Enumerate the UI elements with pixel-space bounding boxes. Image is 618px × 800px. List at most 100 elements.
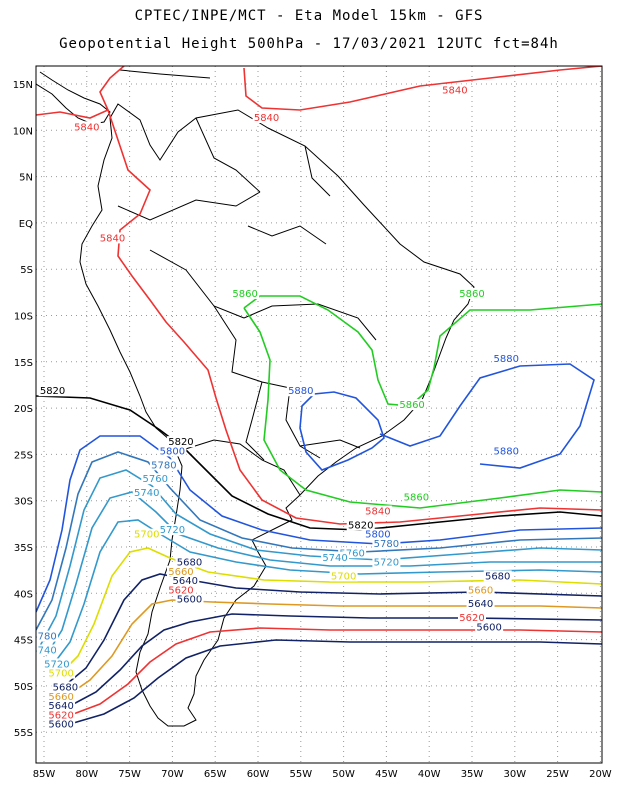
contour-label-bg	[141, 473, 170, 485]
lon-tick-label: 40W	[418, 769, 441, 780]
contour-5820	[36, 395, 602, 531]
contour-label-bg	[492, 445, 521, 457]
contour-5720	[51, 519, 602, 667]
contour-label-bg	[42, 658, 71, 670]
contour-label: 5780	[151, 460, 176, 471]
contour-label: 5600	[476, 622, 501, 633]
contour-label-bg	[372, 538, 401, 549]
contour-label-bg	[72, 121, 101, 133]
axis-labels: 15N10N5NEQ5S10S15S20S25S30S35S40S45S50S5…	[13, 80, 612, 780]
lon-tick-label: 65W	[204, 769, 227, 780]
contour-label: 5880	[494, 354, 519, 365]
lat-tick-label: 15S	[14, 358, 33, 369]
contour-label-bg	[231, 287, 260, 299]
contour-label-bg	[402, 491, 431, 503]
contour-label-bg	[458, 612, 486, 624]
lat-tick-label: 15N	[13, 80, 33, 91]
contour-label: 5600	[177, 595, 202, 606]
contour-label-bg	[51, 681, 80, 693]
contour-label: 5680	[177, 558, 202, 569]
contour-label: 5660	[168, 567, 193, 578]
contour-label: 5760	[339, 548, 364, 559]
contour-label-bg	[171, 575, 200, 587]
contour-label: 5660	[48, 692, 73, 703]
contour-5760	[39, 469, 602, 647]
contour-label: 5700	[48, 669, 73, 680]
lon-tick-label: 75W	[118, 769, 141, 780]
contour-label-bg	[175, 556, 204, 568]
contour-5780	[36, 451, 602, 631]
contour-label-bg	[338, 547, 367, 559]
contour-label: 5760	[143, 474, 168, 485]
contour-label: 5820	[40, 386, 65, 397]
lon-tick-label: 80W	[75, 769, 98, 780]
lat-tick-label: 10S	[14, 312, 33, 323]
title-line-2: Geopotential Height 500hPa - 17/03/2021 …	[59, 36, 559, 52]
contour-label-bg	[47, 690, 76, 702]
contour-label-bg	[36, 644, 58, 656]
contour-5660	[63, 599, 602, 699]
lon-tick-label: 50W	[332, 769, 355, 780]
contour-label-bg	[286, 385, 315, 397]
contour-label-bg	[166, 584, 195, 596]
plot-frame	[35, 65, 603, 764]
contour-label-bg	[47, 700, 76, 712]
lat-tick-label: 25S	[14, 450, 33, 461]
contour-label-bg	[252, 112, 281, 124]
contour-label-bg	[47, 667, 76, 679]
contour-label: 5740	[134, 488, 159, 499]
contour-label: 5600	[48, 720, 73, 731]
contour-5800	[36, 435, 602, 613]
contour-label-bg	[363, 505, 392, 517]
lon-tick-label: 25W	[546, 769, 569, 780]
contour-label-bg	[132, 487, 161, 499]
contour-label-bg	[398, 399, 427, 411]
contour-label: 5880	[288, 386, 313, 397]
lon-tick-label: 85W	[33, 769, 56, 780]
contour-label: 5640	[468, 599, 493, 610]
contour-label: 5680	[485, 571, 510, 582]
contour-label: 5620	[168, 585, 193, 596]
lat-tick-label: 40S	[14, 589, 33, 600]
lat-tick-label: 10N	[13, 126, 33, 137]
contour-label: 5840	[74, 122, 99, 133]
lat-tick-label: 35S	[14, 543, 33, 554]
lat-tick-label: 30S	[14, 497, 33, 508]
contour-5860	[243, 307, 602, 509]
lon-tick-label: 30W	[503, 769, 526, 780]
lat-tick-label: 20S	[14, 404, 33, 415]
contour-label-bg	[321, 551, 350, 563]
lat-tick-label: 5S	[20, 265, 33, 276]
contour-5700	[57, 547, 602, 677]
contour-5880-land	[299, 391, 385, 471]
contour-5880-ring	[379, 363, 595, 469]
contour-label: 5720	[160, 525, 185, 536]
height-contours	[36, 66, 602, 725]
contour-label: 5640	[173, 576, 198, 587]
contour-label: 5780	[374, 539, 399, 550]
contour-label-bg	[149, 459, 178, 471]
contour-label: 5860	[404, 493, 429, 504]
contour-5840-caribbean	[243, 66, 602, 111]
contour-label-bg	[166, 436, 195, 448]
lat-tick-label: 45S	[14, 636, 33, 647]
lon-tick-label: 60W	[247, 769, 270, 780]
contour-label: 5740	[322, 553, 347, 564]
lon-tick-label: 35W	[461, 769, 484, 780]
contour-5620	[67, 627, 602, 717]
contour-label: 5620	[48, 710, 73, 721]
contour-label: 5800	[365, 530, 390, 541]
contour-label: 5860	[459, 289, 484, 300]
contour-label-bg	[36, 630, 58, 642]
contour-label: 5780	[31, 632, 56, 643]
contour-label: 5820	[348, 520, 373, 531]
contour-label: 5840	[365, 507, 390, 518]
lat-tick-label: 50S	[14, 682, 33, 693]
contour-5640	[65, 613, 602, 709]
contour-label-bg	[158, 524, 187, 536]
contour-label: 5680	[53, 683, 78, 694]
contour-label: 5880	[494, 446, 519, 457]
contour-label-bg	[166, 565, 195, 577]
contour-label: 5800	[160, 446, 185, 457]
contour-label: 5860	[232, 289, 257, 300]
